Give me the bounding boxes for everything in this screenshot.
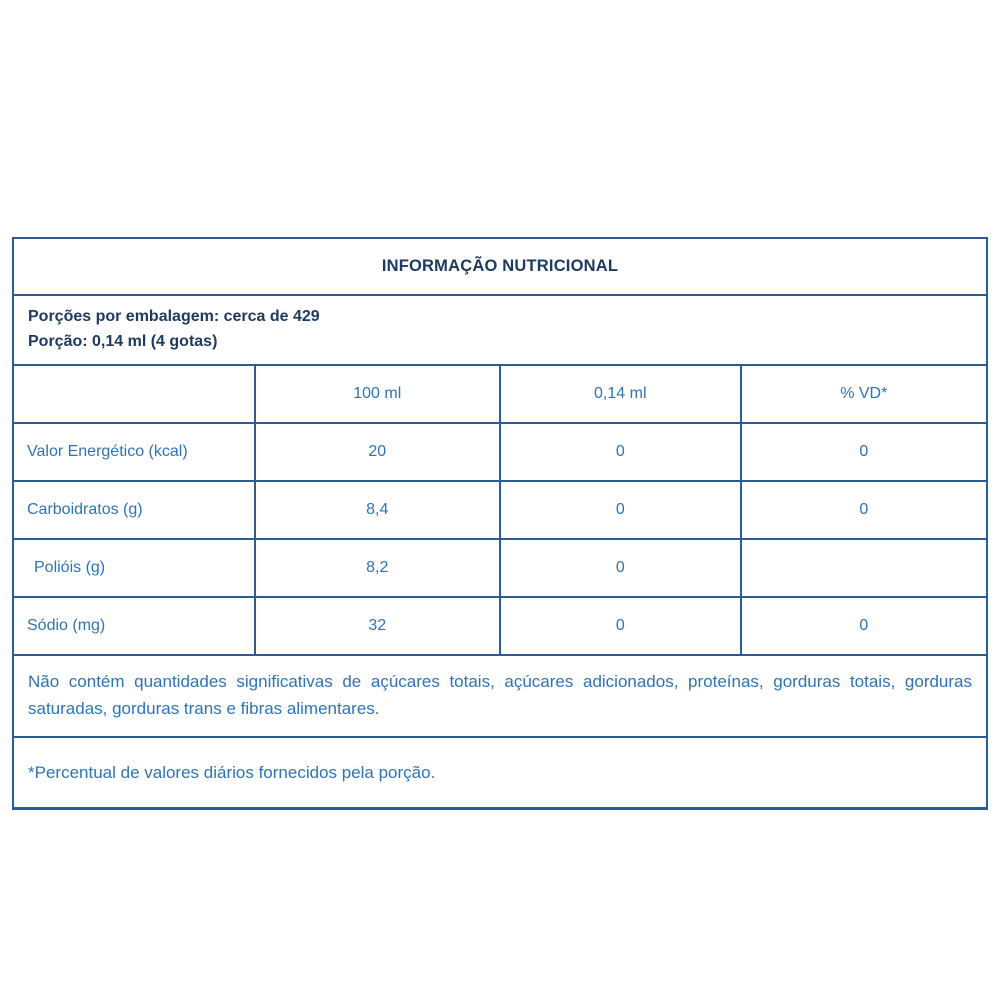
value-per-portion: 0 bbox=[498, 538, 742, 598]
footnote-row-no-significant-amounts: Não contém quantidades significativas de… bbox=[12, 654, 988, 738]
value-percent-vd bbox=[739, 538, 989, 598]
value-per-100ml: 8,2 bbox=[253, 538, 501, 598]
value-percent-vd: 0 bbox=[739, 422, 989, 482]
nutrient-label: Carboidratos (g) bbox=[12, 480, 256, 540]
servings-row: Porções por embalagem: cerca de 429 Porç… bbox=[12, 294, 988, 366]
value-per-100ml: 20 bbox=[253, 422, 501, 482]
nutrient-label: Sódio (mg) bbox=[12, 596, 256, 656]
footnote-row-daily-values: *Percentual de valores diários fornecido… bbox=[12, 736, 988, 810]
value-per-100ml: 8,4 bbox=[253, 480, 501, 540]
nutrition-table: INFORMAÇÃO NUTRICIONAL Porções por embal… bbox=[12, 237, 989, 810]
value-percent-vd: 0 bbox=[739, 480, 989, 540]
serving-size: Porção: 0,14 ml (4 gotas) bbox=[28, 333, 218, 350]
footnote-daily-values: *Percentual de valores diários fornecido… bbox=[12, 736, 988, 810]
column-header-percent-vd: % VD* bbox=[739, 364, 989, 424]
table-title: INFORMAÇÃO NUTRICIONAL bbox=[12, 237, 988, 296]
title-row: INFORMAÇÃO NUTRICIONAL bbox=[12, 237, 988, 296]
value-per-portion: 0 bbox=[498, 422, 742, 482]
column-header-portion: 0,14 ml bbox=[498, 364, 742, 424]
footnote-no-significant-amounts: Não contém quantidades significativas de… bbox=[12, 654, 988, 738]
value-per-100ml: 32 bbox=[253, 596, 501, 656]
value-per-portion: 0 bbox=[498, 596, 742, 656]
column-header-blank bbox=[12, 364, 256, 424]
column-header-row: 100 ml 0,14 ml % VD* bbox=[12, 364, 989, 424]
table-row-polyols: Polióis (g) 8,2 0 bbox=[12, 538, 989, 598]
column-header-100ml: 100 ml bbox=[253, 364, 501, 424]
servings-per-package: Porções por embalagem: cerca de 429 bbox=[28, 308, 320, 326]
table-row-carbs: Carboidratos (g) 8,4 0 0 bbox=[12, 480, 989, 540]
value-percent-vd: 0 bbox=[739, 596, 989, 656]
table-row-energy: Valor Energético (kcal) 20 0 0 bbox=[12, 422, 989, 482]
nutrient-label: Polióis (g) bbox=[12, 538, 256, 598]
servings-info: Porções por embalagem: cerca de 429 Porç… bbox=[12, 294, 988, 366]
table-row-sodium: Sódio (mg) 32 0 0 bbox=[12, 596, 989, 656]
value-per-portion: 0 bbox=[498, 480, 742, 540]
nutrient-label: Valor Energético (kcal) bbox=[12, 422, 256, 482]
